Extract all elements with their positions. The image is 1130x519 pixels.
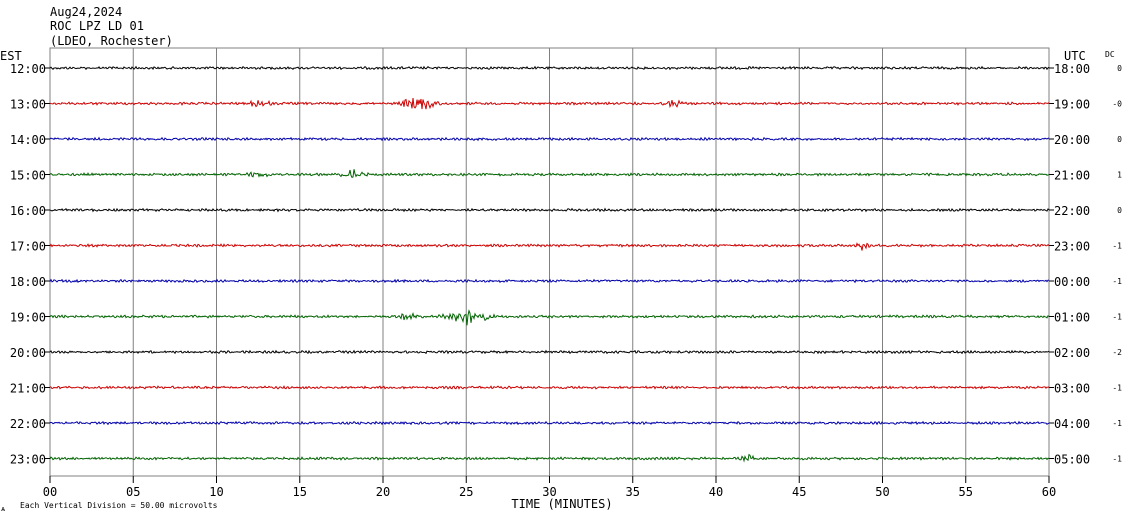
trace-line <box>49 453 1050 463</box>
utc-time-label: 01:00 <box>1054 311 1090 325</box>
x-tick-label: 55 <box>959 485 973 499</box>
dc-offset-value: -1 <box>1112 277 1122 286</box>
trace-line <box>49 385 1050 390</box>
est-time-label: 22:00 <box>10 417 46 431</box>
est-time-label: 13:00 <box>10 98 46 112</box>
est-time-label: 17:00 <box>10 240 46 254</box>
trace-line <box>49 278 1050 284</box>
trace-layer <box>49 65 1050 463</box>
x-tick-label: 00 <box>43 485 57 499</box>
x-tick-label: 20 <box>376 485 390 499</box>
est-time-label: 18:00 <box>10 275 46 289</box>
grid-lines <box>49 47 1050 477</box>
est-time-label: 15:00 <box>10 169 46 183</box>
dc-offset-value: -1 <box>1112 242 1122 251</box>
chart-title: ROC LPZ LD 01 <box>50 19 144 33</box>
trace-line <box>49 98 1050 110</box>
utc-time-label: 02:00 <box>1054 346 1090 360</box>
utc-time-label: 20:00 <box>1054 133 1090 147</box>
dc-offset-value: -1 <box>1112 384 1122 393</box>
scale-note: Each Vertical Division = 50.00 microvolt… <box>20 501 218 510</box>
trace-line <box>49 420 1050 426</box>
x-axis: 00 05 10 15 20 25 30 35 40 45 50 55 60 <box>43 476 1056 499</box>
dc-offset-value: -1 <box>1112 419 1122 428</box>
est-time-label: 23:00 <box>10 453 46 467</box>
x-tick-label: 10 <box>209 485 223 499</box>
est-time-label: 19:00 <box>10 311 46 325</box>
utc-time-label: 23:00 <box>1054 240 1090 254</box>
utc-time-label: 03:00 <box>1054 382 1090 396</box>
trace-line <box>49 242 1050 251</box>
x-tick-label: 45 <box>792 485 806 499</box>
x-tick-label: 40 <box>709 485 723 499</box>
x-tick-label: 15 <box>293 485 307 499</box>
trace-line <box>49 65 1050 71</box>
x-axis-label: TIME (MINUTES) <box>511 497 612 511</box>
utc-time-label: 22:00 <box>1054 204 1090 218</box>
left-zone-label: EST <box>0 49 22 63</box>
dc-offset-value: 0 <box>1117 64 1122 73</box>
trace-line <box>49 169 1049 179</box>
utc-time-label: 05:00 <box>1054 453 1090 467</box>
dc-offset-value: -1 <box>1112 455 1122 464</box>
dc-offset-value: 0 <box>1117 206 1122 215</box>
dc-offset-value: -0 <box>1112 100 1122 109</box>
chart-network: (LDEO, Rochester) <box>50 34 173 48</box>
dc-offset-value: -1 <box>1112 313 1122 322</box>
est-time-label: 14:00 <box>10 133 46 147</box>
est-time-label: 16:00 <box>10 204 46 218</box>
x-tick-label: 05 <box>126 485 140 499</box>
x-tick-label: 25 <box>459 485 473 499</box>
x-tick-label: 50 <box>875 485 889 499</box>
trace-line <box>49 136 1050 142</box>
utc-time-label: 21:00 <box>1054 169 1090 183</box>
dc-offset-value: 1 <box>1117 171 1122 180</box>
right-zone-label: UTC <box>1064 49 1086 63</box>
est-time-label: 21:00 <box>10 382 46 396</box>
x-tick-label: 35 <box>626 485 640 499</box>
logo-mark: ѧ <box>1 505 5 513</box>
utc-time-label: 04:00 <box>1054 417 1090 431</box>
trace-line <box>49 349 1050 355</box>
utc-time-label: 19:00 <box>1054 98 1090 112</box>
dc-offset-value: -2 <box>1112 348 1122 357</box>
chart-date: Aug24,2024 <box>50 5 122 19</box>
trace-line <box>49 309 1050 326</box>
utc-time-label: 18:00 <box>1054 62 1090 76</box>
trace-line <box>49 207 1050 213</box>
est-time-label: 20:00 <box>10 346 46 360</box>
est-time-label: 12:00 <box>10 62 46 76</box>
x-tick-label: 30 <box>542 485 556 499</box>
x-tick-label: 60 <box>1042 485 1056 499</box>
row-labels: 12:00 18:00 0 13:00 19:00 -0 14:00 20:00 0 15:00 2… <box>10 62 1122 467</box>
dc-offset-value: 0 <box>1117 135 1122 144</box>
utc-time-label: 00:00 <box>1054 275 1090 289</box>
dc-label: DC <box>1105 50 1115 59</box>
